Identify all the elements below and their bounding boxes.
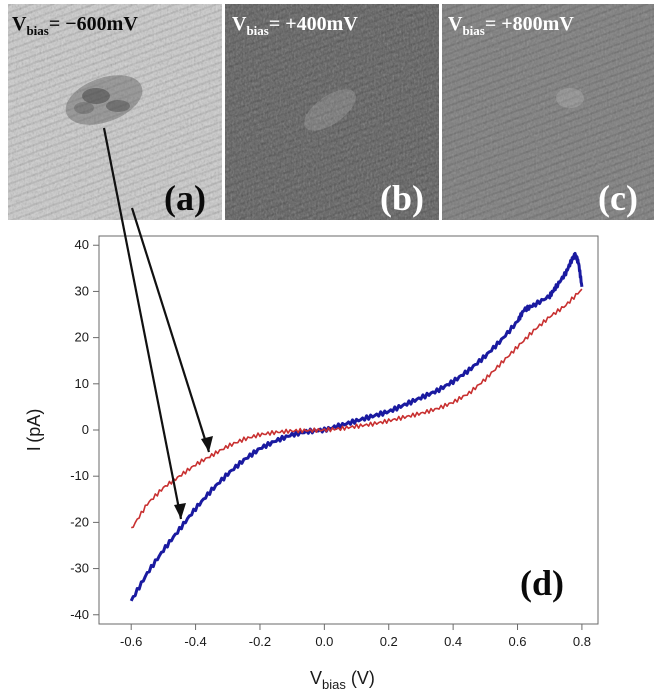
y-tick-label: 0: [82, 422, 89, 437]
x-tick-label: 0.6: [508, 634, 526, 649]
stm-panel-c: Vbias= +800mV (c): [442, 4, 654, 220]
y-tick-label: -40: [70, 607, 89, 622]
panel-d-label: (d): [520, 563, 564, 603]
x-tick-label: -0.2: [249, 634, 271, 649]
y-tick-label: -20: [70, 514, 89, 529]
x-tick-label: -0.4: [184, 634, 206, 649]
x-axis-label: Vbias (V): [310, 668, 375, 692]
panel-a-label: (a): [164, 178, 206, 218]
panel-b-title: Vbias= +400mV: [232, 13, 358, 38]
plot-frame: [98, 235, 599, 625]
arrow-to-blue-curve: [102, 127, 183, 520]
y-tick-label: 30: [75, 283, 89, 298]
stm-panel-a: Vbias= −600mV (a): [8, 4, 222, 220]
x-tick-label: -0.6: [120, 634, 142, 649]
arrow-to-red-curve: [130, 207, 211, 453]
series-line-red: [131, 288, 583, 529]
y-tick-label: -30: [70, 561, 89, 576]
defect-feature: [65, 75, 143, 125]
x-tick-label: 0.8: [573, 634, 591, 649]
annotation-arrows: [102, 127, 213, 520]
stm-panel-b: Vbias= +400mV (b): [225, 4, 439, 220]
panel-a-title: Vbias= −600mV: [12, 13, 138, 38]
y-axis-label: I (pA): [24, 409, 44, 452]
chart-series: [129, 251, 584, 602]
panel-c-label: (c): [598, 178, 638, 218]
x-axis-ticks: -0.6 -0.4 -0.2 0.0 0.2 0.4 0.6 0.8: [120, 624, 591, 649]
x-tick-label: 0.4: [444, 634, 462, 649]
panel-b-label: (b): [380, 178, 424, 218]
y-tick-label: 10: [75, 376, 89, 391]
y-axis-ticks: -40 -30 -20 -10 0 10 20 30 40: [70, 237, 99, 622]
series-line-blue: [129, 251, 584, 602]
iv-chart: -0.6 -0.4 -0.2 0.0 0.2 0.4 0.6 0.8 -40 -30 -20 -10…: [24, 235, 599, 692]
x-tick-label: 0.0: [315, 634, 333, 649]
panel-c-title: Vbias= +800mV: [448, 13, 574, 38]
y-tick-label: -10: [70, 468, 89, 483]
y-tick-label: 20: [75, 330, 89, 345]
y-tick-label: 40: [75, 237, 89, 252]
x-tick-label: 0.2: [380, 634, 398, 649]
arrow-head-red: [201, 436, 213, 452]
arrow-head-blue: [174, 503, 186, 519]
